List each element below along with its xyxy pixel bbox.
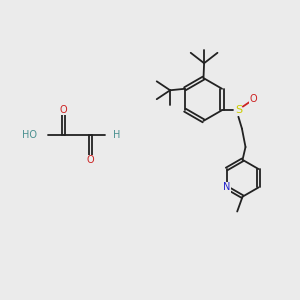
Text: H: H [113, 130, 120, 140]
Text: HO: HO [22, 130, 37, 140]
Text: O: O [249, 94, 257, 104]
Text: O: O [60, 105, 68, 115]
Text: O: O [87, 155, 94, 165]
Text: S: S [235, 105, 242, 115]
Text: N: N [223, 182, 230, 193]
